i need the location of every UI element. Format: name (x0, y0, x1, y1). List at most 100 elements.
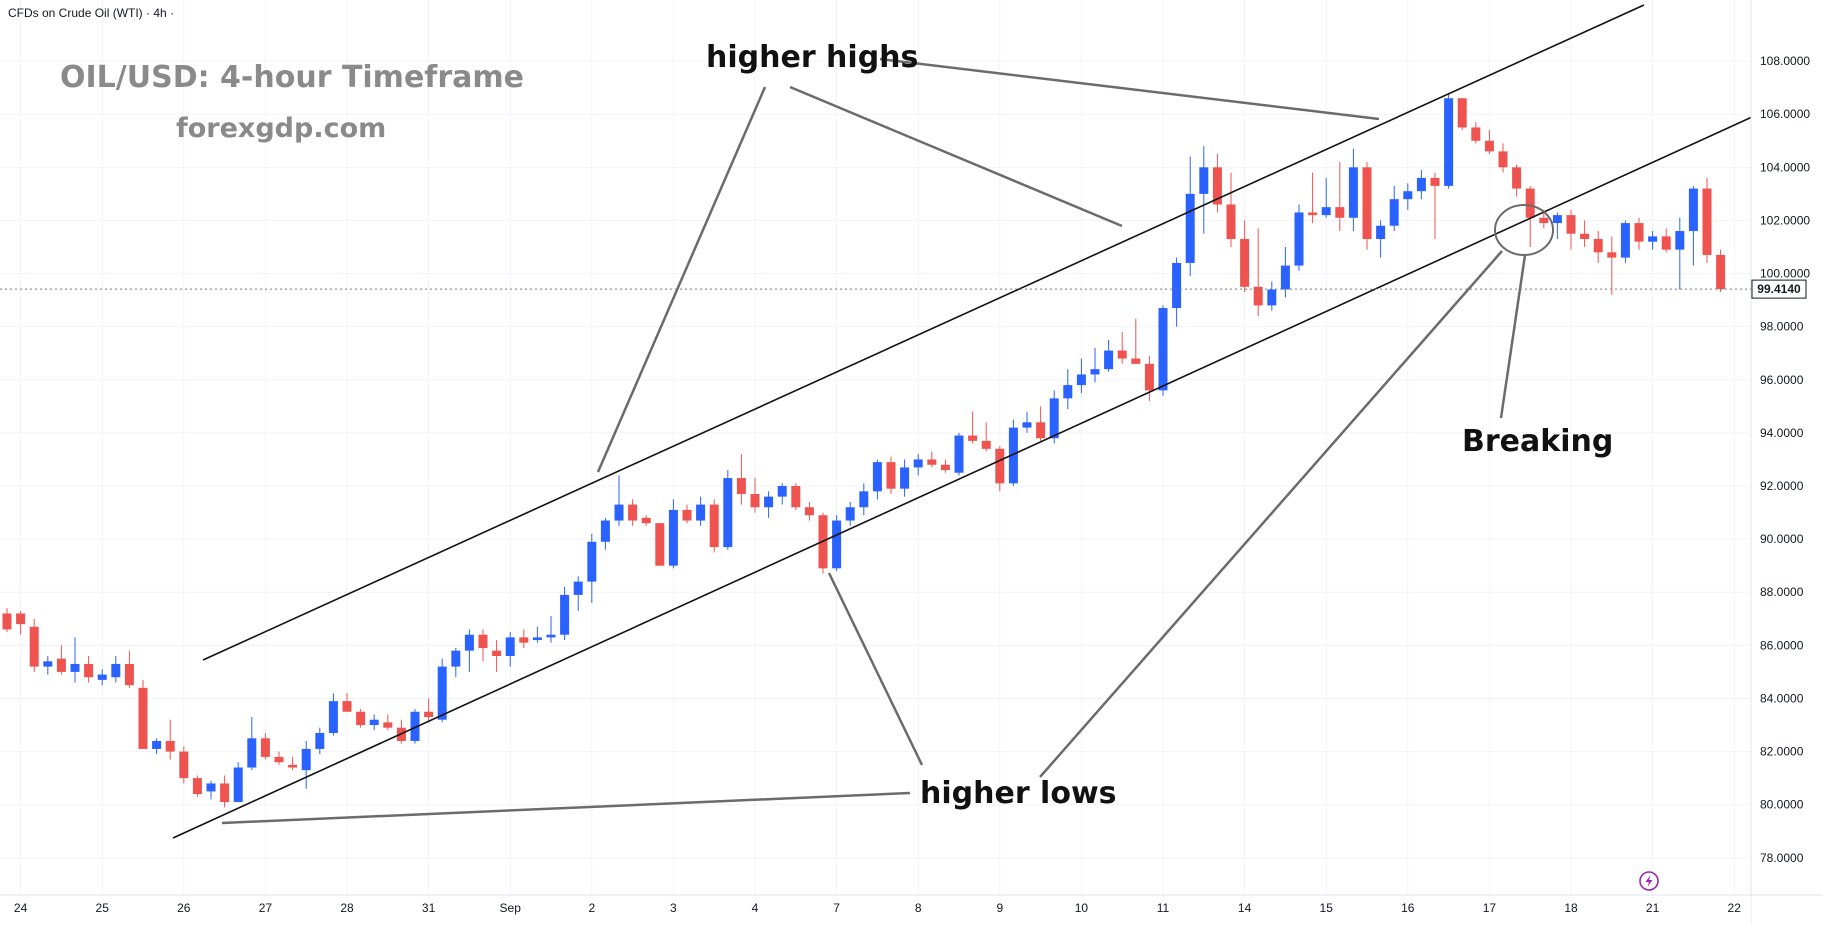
candle (1131, 318, 1141, 364)
candle-body (97, 674, 107, 680)
breakout-circle[interactable] (1494, 204, 1554, 256)
candle (356, 709, 366, 728)
candle (1525, 185, 1535, 247)
candle (995, 446, 1005, 492)
candle-body (124, 663, 134, 686)
candle (1076, 358, 1086, 394)
price-tick-label: 92.0000 (1760, 479, 1804, 493)
candle (1294, 204, 1304, 271)
watermark-site: forexgdp.com (176, 113, 387, 144)
candle (1661, 228, 1671, 253)
candle-body (1063, 385, 1073, 399)
candle (1240, 220, 1250, 293)
candle (233, 762, 243, 803)
candle (301, 740, 311, 789)
price-tick-label: 108.0000 (1760, 54, 1810, 68)
candle-body (573, 581, 583, 595)
symbol-header[interactable]: CFDs on Crude Oil (WTI) · 4h · (8, 6, 174, 20)
candle (1158, 305, 1168, 396)
candle-body (1308, 212, 1318, 216)
candle (1648, 231, 1658, 250)
candle-body (260, 738, 270, 757)
candle-body (1076, 374, 1086, 386)
candle-body (111, 663, 121, 678)
candle-body (1049, 398, 1059, 439)
lower-channel-line[interactable] (172, 116, 1753, 839)
time-tick-label: 26 (177, 901, 191, 915)
candle (1335, 162, 1345, 232)
upper-channel-line[interactable] (202, 4, 1645, 661)
candle-body (1675, 231, 1685, 250)
candle (628, 499, 638, 526)
price-tick-label: 84.0000 (1760, 691, 1804, 705)
candle-body (777, 486, 787, 497)
candle-body (247, 738, 257, 768)
candle (872, 459, 882, 500)
candle (560, 586, 570, 641)
candle-body (1634, 223, 1644, 242)
header-separator-2: · (170, 6, 175, 20)
candle-body (138, 687, 148, 749)
candle-body (723, 478, 733, 548)
candle (369, 714, 379, 731)
price-tick-label: 82.0000 (1760, 745, 1804, 759)
candle (1675, 217, 1685, 290)
candle (1566, 209, 1576, 250)
candle (1444, 92, 1454, 189)
time-tick-label: 8 (915, 901, 922, 915)
candle (845, 501, 855, 526)
annotation-higher-highs: higher highs (706, 40, 919, 75)
candle-body (410, 711, 420, 741)
candle-body (16, 613, 26, 625)
candle (1036, 406, 1046, 441)
candle-body (628, 504, 638, 521)
candle-body (900, 467, 910, 489)
candle-body (600, 520, 610, 542)
candle (1430, 172, 1440, 240)
price-axis-bg (1751, 0, 1823, 926)
candle (1484, 130, 1494, 155)
candle (1144, 355, 1154, 402)
candle (1104, 339, 1114, 372)
candle (1008, 419, 1018, 487)
candle-body (233, 767, 243, 803)
time-tick-label: 9 (996, 901, 1003, 915)
candle (2, 608, 12, 633)
candle-body (369, 719, 379, 726)
candle (546, 616, 556, 643)
price-tick-label: 102.0000 (1760, 213, 1810, 227)
time-tick-label: 27 (259, 901, 273, 915)
candle-body (859, 491, 869, 508)
candle-body (206, 783, 216, 792)
candle-body (872, 462, 882, 492)
candle-body (1525, 188, 1535, 218)
candle (777, 483, 787, 505)
candle-body (1430, 177, 1440, 186)
candle-body (1199, 167, 1209, 194)
lightning-icon[interactable] (1639, 871, 1659, 891)
time-tick-label: 21 (1646, 901, 1660, 915)
time-tick-label: 17 (1483, 901, 1497, 915)
candle-body (886, 462, 896, 489)
time-tick-label: 3 (670, 901, 677, 915)
candle-body (736, 478, 746, 494)
candle (152, 738, 162, 755)
arrow-hh-1 (596, 86, 767, 473)
candle-body (192, 778, 202, 795)
candle (886, 456, 896, 494)
candle (1172, 257, 1182, 327)
time-tick-label: 18 (1564, 901, 1578, 915)
time-tick-label: 24 (14, 901, 28, 915)
candle (111, 655, 121, 683)
candle-body (1022, 422, 1032, 428)
candle (29, 618, 39, 672)
time-tick-label: 11 (1157, 901, 1170, 915)
candle (70, 637, 80, 683)
candle-body (315, 732, 325, 749)
candle-body (1212, 167, 1222, 205)
price-tick-label: 78.0000 (1760, 851, 1804, 865)
last-price-value: 99.4140 (1757, 282, 1801, 296)
candle (1022, 411, 1032, 433)
